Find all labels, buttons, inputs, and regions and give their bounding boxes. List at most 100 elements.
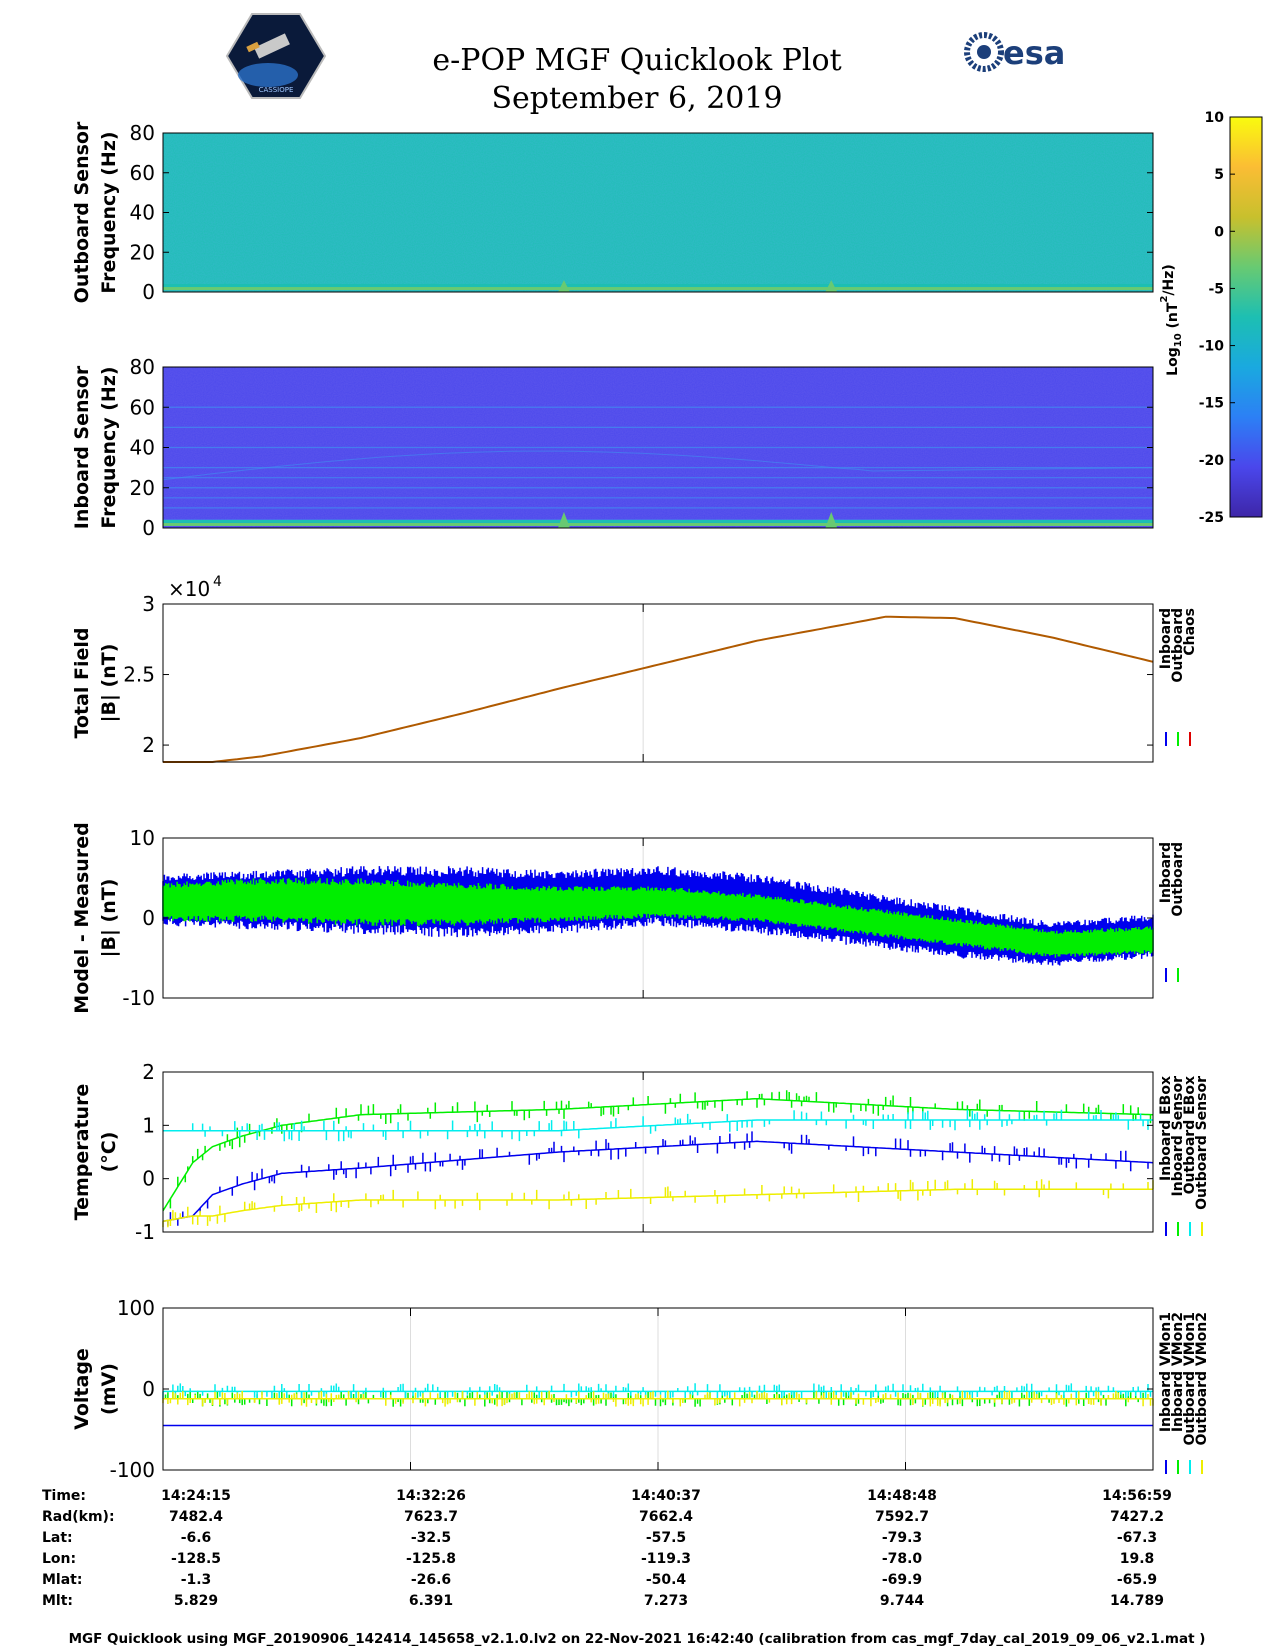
inboard-band-0: [163, 522, 1153, 526]
colorbar-label: Log10 (nT2/Hz): [1159, 264, 1184, 376]
info-cell-mlat-4: -65.9: [1117, 1572, 1157, 1588]
info-cell-rad-2: 7662.4: [639, 1509, 693, 1525]
info-cell-lon-3: -78.0: [882, 1551, 923, 1567]
outboard-spike-0: [557, 280, 570, 292]
temperature-legend-label-1: Inboard Sensor: [1170, 1076, 1186, 1197]
temperature-series-2: [163, 1119, 1153, 1132]
info-cell-lat-0: -6.6: [181, 1530, 212, 1546]
colorbar-ticklabel-4: -10: [1199, 339, 1225, 355]
modeldiff-ylabel-0: Model - Measured: [71, 822, 93, 1013]
info-cell-lon-1: -125.8: [406, 1551, 456, 1567]
header: CASSIOPE e-POP MGF Quicklook Plot Septem…: [225, 13, 1065, 116]
colorbar-ticklabel-0: 10: [1205, 110, 1225, 126]
voltage-yticklabel-2: 100: [117, 1296, 155, 1320]
outboard-spike-1: [825, 280, 838, 292]
info-cell-rad-1: 7623.7: [404, 1509, 458, 1525]
outboard-yticklabel-3: 60: [130, 161, 155, 185]
info-cell-mlt-1: 6.391: [409, 1593, 453, 1609]
temperature-yticklabel-2: 1: [142, 1113, 155, 1137]
outboard-yticklabel-0: 0: [142, 280, 155, 304]
voltage-legend-label-1: Inboard VMon2: [1170, 1312, 1186, 1432]
info-cell-mlat-2: -50.4: [646, 1572, 687, 1588]
colorbar-ticklabel-5: -15: [1199, 396, 1224, 412]
info-cell-time-0: 14:24:15: [161, 1488, 231, 1504]
info-cell-lat-3: -79.3: [882, 1530, 922, 1546]
temperature-series-1: [162, 1097, 1154, 1212]
totalfield-ylabel-1: |B| (nT): [98, 644, 120, 723]
totalfield-exponent: ×10: [168, 577, 210, 601]
voltage-yticklabel-0: -100: [110, 1458, 155, 1482]
info-cell-mlat-0: -1.3: [181, 1572, 212, 1588]
voltage-ylabel-1: (mV): [98, 1363, 120, 1415]
inboard-drift-line: [162, 450, 1154, 481]
info-row-label-2: Lat:: [42, 1530, 73, 1546]
info-cell-lon-2: -119.3: [641, 1551, 691, 1567]
colorbar-ticklabel-3: -5: [1208, 281, 1224, 297]
info-cell-mlt-2: 7.273: [644, 1593, 688, 1609]
info-row-label-5: Mlt:: [42, 1593, 73, 1609]
inboard-ylabel-0: Inboard Sensor: [71, 365, 93, 529]
info-row-label-1: Rad(km):: [42, 1509, 115, 1525]
totalfield-exponent-sup: 4: [213, 574, 222, 590]
info-cell-mlt-4: 14.789: [1110, 1593, 1164, 1609]
voltage-legend-label-0: Inboard VMon1: [1158, 1312, 1174, 1432]
info-cell-time-3: 14:48:48: [867, 1488, 937, 1504]
voltage-legend-label-2: Outboard VMon1: [1182, 1312, 1198, 1446]
voltage-yticklabel-1: 0: [142, 1377, 155, 1401]
inboard-panel: 0 20 40 60 80 Inboard Sensor Frequency (Hz): [71, 355, 1154, 540]
temperature-yticklabel-3: 2: [142, 1060, 155, 1084]
totalfield-ylabel-0: Total Field: [71, 627, 93, 738]
info-cell-mlt-3: 9.744: [880, 1593, 925, 1609]
info-cell-time-1: 14:32:26: [396, 1488, 466, 1504]
temperature-yticklabel-0: -1: [135, 1220, 155, 1244]
temperature-ylabel-0: Temperature: [71, 1084, 93, 1221]
totalfield-yticklabel-0: 2: [142, 733, 155, 757]
info-row-label-0: Time:: [42, 1488, 86, 1504]
info-cell-mlt-0: 5.829: [174, 1593, 218, 1609]
modeldiff-legend-label-1: Outboard: [1170, 842, 1186, 917]
temperature-yticklabel-1: 0: [142, 1167, 155, 1191]
temperature-legend-label-2: Outboard EBox: [1182, 1076, 1198, 1194]
temperature-series-noise-2: [191, 1109, 1149, 1142]
info-row-label-3: Lon:: [42, 1551, 76, 1567]
outboard-ylabel-0: Outboard Sensor: [71, 121, 93, 303]
totalfield-panel: ×10 4 2 2.5 3 Total Field |B| (nT) InboardOutbo…: [71, 574, 1198, 763]
inboard-yticklabel-4: 80: [130, 355, 155, 379]
totalfield-background: [163, 604, 1153, 762]
colorbar-ticklabel-6: -20: [1199, 453, 1225, 469]
totalfield-frame: [162, 603, 1154, 763]
outboard-yticklabel-1: 20: [130, 240, 155, 264]
totalfield-legend-label-1: Outboard: [1170, 608, 1186, 683]
temperature-ylabel-1: (°C): [98, 1132, 120, 1173]
temperature-frame: [162, 1071, 1154, 1233]
info-cell-time-2: 14:40:37: [631, 1488, 701, 1504]
outboard-yticklabel-2: 40: [130, 201, 155, 225]
modeldiff-yticklabel-2: 10: [130, 826, 155, 850]
info-cell-lat-1: -32.5: [411, 1530, 451, 1546]
orbit-info-table: Time: Rad(km): Lat: Lon: Mlat: Mlt: 14:24:15 74…: [42, 1488, 1172, 1609]
voltage-legend-label-3: Outboard VMon2: [1194, 1312, 1210, 1446]
totalfield-yticklabel-2: 3: [142, 592, 155, 616]
inboard-band-1: [163, 519, 1153, 523]
cassiope-logo: CASSIOPE: [225, 13, 327, 99]
voltage-ylabel-0: Voltage: [71, 1348, 93, 1430]
inboard-yticklabel-2: 40: [130, 436, 155, 460]
totalfield-legend-label-0: Inboard: [1158, 608, 1174, 669]
inboard-yticklabel-0: 0: [142, 516, 155, 540]
esa-logo: esa: [964, 32, 1065, 72]
temperature-panel: -1 0 1 2 Temperature (°C) Inboard EBoxInboard …: [71, 1060, 1210, 1244]
info-cell-mlat-3: -69.9: [882, 1572, 922, 1588]
info-cell-lon-0: -128.5: [171, 1551, 221, 1567]
cassiope-logo-text: CASSIOPE: [259, 86, 294, 94]
colorbar-ticklabel-1: 5: [1214, 167, 1224, 183]
temperature-series-noise-1: [169, 1090, 1152, 1209]
info-row-label-4: Mlat:: [42, 1572, 82, 1588]
info-cell-mlat-1: -26.6: [411, 1572, 451, 1588]
inboard-yticklabel-1: 20: [130, 476, 155, 500]
